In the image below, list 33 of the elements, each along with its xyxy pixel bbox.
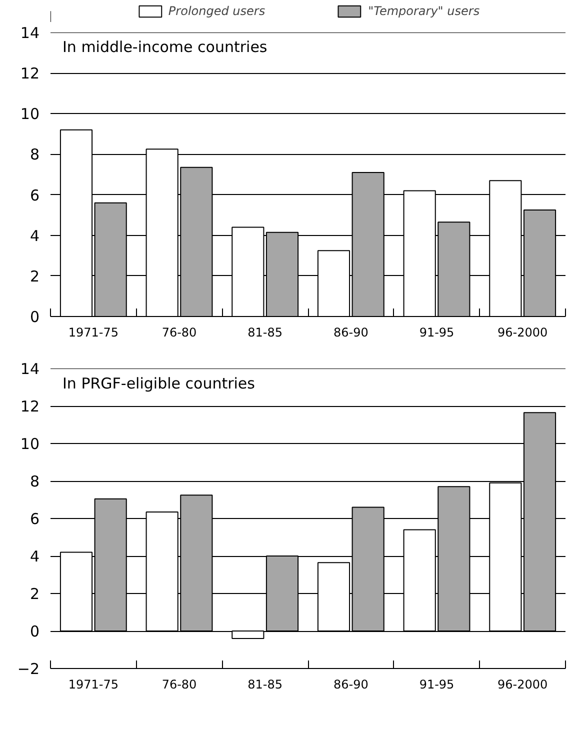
x-tick-label: 1971-75 bbox=[68, 678, 118, 692]
y-tick-label: 2 bbox=[30, 267, 40, 286]
x-tick-label: 91-95 bbox=[419, 326, 454, 340]
x-tick-label: 76-80 bbox=[162, 678, 197, 692]
y-tick-label: 10 bbox=[20, 435, 40, 453]
chart-title: In middle-income countries bbox=[62, 38, 268, 56]
y-tick-label: 12 bbox=[20, 64, 40, 83]
chart-title: In PRGF-eligible countries bbox=[62, 374, 256, 392]
x-tick-label: 81-85 bbox=[248, 326, 283, 340]
y-tick-label: 4 bbox=[30, 548, 40, 566]
y-tick-label: 0 bbox=[30, 308, 40, 326]
legend-label: "Temporary" users bbox=[368, 4, 480, 18]
y-tick-label: 8 bbox=[30, 146, 40, 164]
x-tick-label: 96-2000 bbox=[498, 678, 548, 692]
x-tick-label: 86-90 bbox=[333, 326, 368, 340]
x-tick-label: 1971-75 bbox=[68, 326, 118, 340]
y-tick-label: 14 bbox=[20, 360, 40, 378]
y-tick-label: 4 bbox=[30, 226, 40, 245]
y-tick-label: 12 bbox=[20, 398, 40, 416]
x-tick-label: 76-80 bbox=[162, 326, 197, 340]
x-tick-label: 91-95 bbox=[419, 678, 454, 692]
y-tick-label: 6 bbox=[30, 186, 40, 204]
y-tick-label: 6 bbox=[30, 510, 40, 528]
x-tick-label: 96-2000 bbox=[498, 326, 548, 340]
y-tick-label: 14 bbox=[20, 24, 40, 42]
y-tick-label: −2 bbox=[17, 660, 40, 678]
legend-label: Prolonged users bbox=[168, 4, 266, 18]
y-tick-label: 0 bbox=[30, 622, 40, 640]
y-tick-label: 10 bbox=[20, 105, 40, 124]
x-tick-label: 86-90 bbox=[333, 678, 368, 692]
x-tick-label: 81-85 bbox=[248, 678, 283, 692]
y-tick-label: 8 bbox=[30, 472, 40, 490]
y-tick-label: 2 bbox=[30, 585, 40, 603]
